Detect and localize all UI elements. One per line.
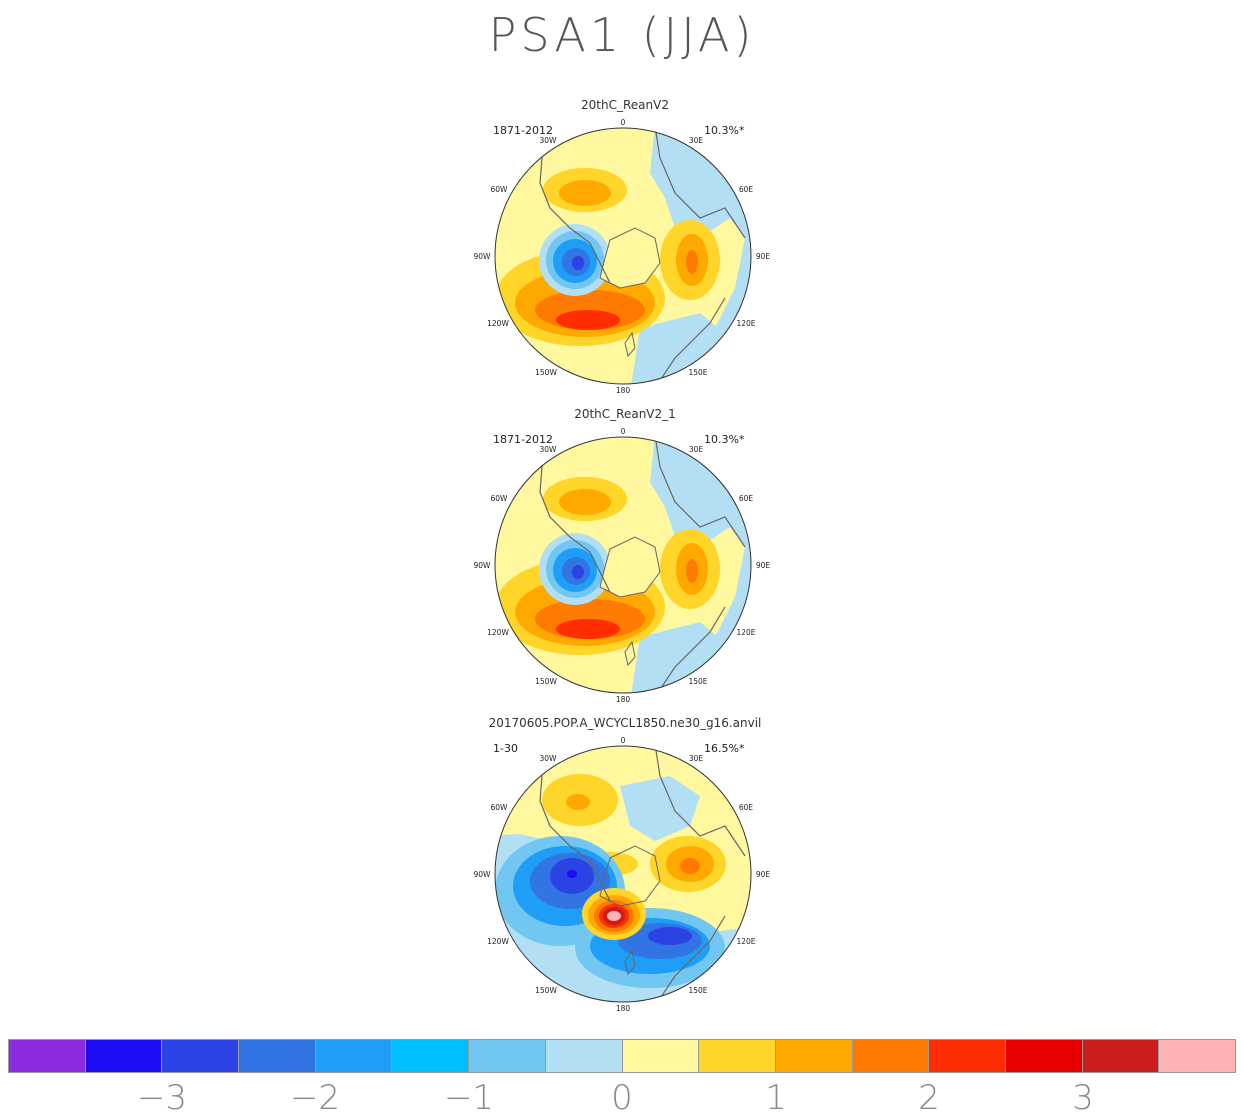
colorbar-swatch <box>1005 1040 1083 1072</box>
panel-variance: 10.3%* <box>704 124 745 137</box>
colorbar-swatch <box>545 1040 623 1072</box>
lon-label: 60W <box>491 494 509 503</box>
colorbar-tick-label: 3 <box>1072 1078 1094 1118</box>
map-panel-1: 20thC_ReanV2 1871-2012 10.3%* <box>460 98 790 398</box>
panel-period: 1871-2012 <box>493 433 553 446</box>
lon-label: 30W <box>540 754 558 763</box>
colorbar-tick-label: −2 <box>289 1078 341 1118</box>
colorbar-tick-label: 0 <box>611 1078 633 1118</box>
colorbar-swatch <box>9 1040 86 1072</box>
panel-title: 20thC_ReanV2_1 <box>574 407 676 421</box>
panel-variance: 16.5%* <box>704 742 745 755</box>
colorbar-swatch <box>929 1040 1006 1072</box>
lon-label: 120W <box>487 937 509 946</box>
lon-label: 30E <box>689 136 704 145</box>
colorbar-tick-label: 1 <box>765 1078 787 1118</box>
lon-label: 90E <box>756 870 771 879</box>
map-panel-3: 20170605.POP.A_WCYCL1850.ne30_g16.anvil … <box>460 716 790 1016</box>
colorbar-swatch <box>775 1040 853 1072</box>
lon-label: 180 <box>616 386 631 395</box>
figure-title: PSA1 (JJA) <box>488 8 756 62</box>
lon-label: 30E <box>689 754 704 763</box>
colorbar-swatch <box>469 1040 546 1072</box>
colorbar <box>8 1039 1236 1073</box>
lon-label: 30E <box>689 445 704 454</box>
lon-label: 150E <box>688 986 707 995</box>
lon-label: 90E <box>756 561 771 570</box>
lon-label: 90W <box>474 252 492 261</box>
colorbar-swatch <box>315 1040 393 1072</box>
polar-map: 0 30E 60E 90E 120E 150E 180 150W 120W 90… <box>474 736 771 1013</box>
lon-label: 120E <box>736 628 755 637</box>
lon-label: 60W <box>491 185 509 194</box>
colorbar-swatch <box>239 1040 316 1072</box>
colorbar-tick-label: −1 <box>443 1078 495 1118</box>
colorbar-swatch <box>1082 1040 1160 1072</box>
lon-label: 120E <box>736 937 755 946</box>
colorbar-tick-label: −3 <box>136 1078 188 1118</box>
lon-label: 0 <box>621 736 626 745</box>
colorbar-tick-label: 2 <box>918 1078 940 1118</box>
lon-label: 120W <box>487 628 509 637</box>
panel-title: 20thC_ReanV2 <box>581 98 669 112</box>
panel-period: 1871-2012 <box>493 124 553 137</box>
map-panel-2: 20thC_ReanV2_1 1871-2012 10.3%* <box>460 407 790 707</box>
lon-label: 0 <box>621 427 626 436</box>
panel-period: 1-30 <box>493 742 518 755</box>
lon-label: 150W <box>535 677 557 686</box>
colorbar-swatch <box>1159 1040 1235 1072</box>
lon-label: 60W <box>491 803 509 812</box>
lon-label: 180 <box>616 1004 631 1013</box>
lon-label: 150E <box>688 368 707 377</box>
lon-label: 150E <box>688 677 707 686</box>
polar-map: 0 30E 60E 90E 120E 150E 180 150W 120W 90… <box>474 118 771 395</box>
lon-label: 60E <box>739 803 754 812</box>
lon-label: 30W <box>540 136 558 145</box>
lon-label: 30W <box>540 445 558 454</box>
lon-label: 60E <box>739 185 754 194</box>
lon-label: 60E <box>739 494 754 503</box>
colorbar-swatch <box>699 1040 776 1072</box>
lon-label: 180 <box>616 695 631 704</box>
lon-label: 0 <box>621 118 626 127</box>
lon-label: 150W <box>535 368 557 377</box>
lon-label: 120W <box>487 319 509 328</box>
panel-title: 20170605.POP.A_WCYCL1850.ne30_g16.anvil <box>488 716 762 730</box>
lon-label: 90W <box>474 561 492 570</box>
lon-label: 90W <box>474 870 492 879</box>
colorbar-swatch <box>162 1040 240 1072</box>
colorbar-swatch <box>622 1040 700 1072</box>
lon-label: 90E <box>756 252 771 261</box>
panel-variance: 10.3%* <box>704 433 745 446</box>
colorbar-swatch <box>392 1040 470 1072</box>
polar-map: 0 30E 60E 90E 120E 150E 180 150W 120W 90… <box>474 427 771 704</box>
lon-label: 120E <box>736 319 755 328</box>
colorbar-swatch <box>85 1040 163 1072</box>
lon-label: 150W <box>535 986 557 995</box>
colorbar-swatch <box>852 1040 930 1072</box>
